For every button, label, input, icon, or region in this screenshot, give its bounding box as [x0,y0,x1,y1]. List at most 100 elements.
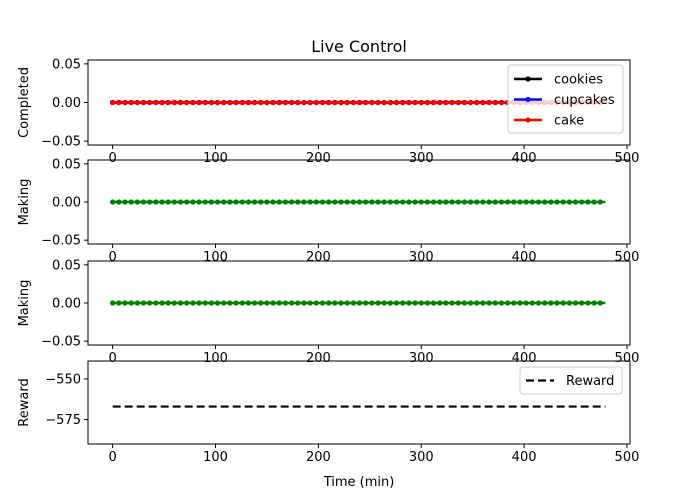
data-point [443,99,449,106]
y-tick-label: −575 [45,413,81,428]
x-tick-label: 400 [512,450,537,465]
data-point [245,199,252,205]
y-tick-label: −0.05 [41,234,81,249]
y-axis-label: Completed [17,67,32,138]
legend-box [507,64,624,134]
x-tick-label: 200 [306,250,331,265]
data-point [535,300,542,306]
data-point [468,300,474,306]
data-point [492,199,498,205]
data-point [449,300,455,306]
data-point [159,99,165,106]
data-point [122,300,128,306]
data-point [369,300,375,306]
data-point [468,199,474,205]
axes-frame [87,360,631,445]
data-point [406,199,412,205]
y-axis-label: Reward [17,378,32,426]
data-point [455,99,461,106]
legend-label-reward: Reward [566,374,614,389]
data-point [480,99,486,106]
data-point [498,99,505,106]
data-point [350,300,356,306]
data-point [307,300,313,306]
data-point [400,99,406,106]
data-point [542,199,548,205]
legend: Reward [519,366,623,395]
data-point [251,300,258,306]
data-point [363,99,369,106]
data-point [295,199,301,205]
data-point [159,199,165,205]
data-point [591,199,597,205]
data-point [202,99,208,106]
data-point [282,99,289,106]
data-point [406,99,412,106]
data-point [437,99,443,106]
data-point [591,300,597,306]
data-point [498,199,505,205]
x-tick-label: 500 [615,250,640,265]
data-point [270,99,276,106]
data-point [184,99,190,106]
data-point [566,300,572,306]
data-point [585,300,591,306]
data-point [276,199,282,205]
data-point [196,99,202,106]
data-point [190,300,196,306]
data-point [221,300,227,306]
data-point [214,300,221,306]
data-point [424,199,431,205]
data-point [418,300,424,306]
data-point [258,199,264,205]
data-point [449,99,455,106]
data-point [554,199,560,205]
data-point [208,99,214,106]
x-tick-label: 500 [615,450,640,465]
data-point [443,199,449,205]
data-point [437,300,443,306]
data-point [381,199,387,205]
data-point [523,300,529,306]
data-point [110,199,116,205]
data-point [165,300,171,306]
x-tick-label: 400 [512,351,537,366]
y-axis-label: Making [17,280,32,327]
x-tick-label: 0 [108,151,116,166]
x-tick-label: 0 [108,351,116,366]
data-point [474,199,480,205]
data-point [560,300,566,306]
data-point [332,300,338,306]
data-point [474,99,480,106]
data-point [319,199,326,205]
legend-marker-cookies [525,76,531,82]
data-point [548,199,554,205]
data-point [307,99,313,106]
data-point [554,300,560,306]
data-point [356,300,363,306]
data-point [264,199,270,205]
data-point [134,99,140,106]
data-point [313,300,319,306]
data-point [480,300,486,306]
data-point [585,199,591,205]
data-point [412,99,418,106]
y-tick-label: 0.05 [52,57,81,72]
data-point [295,300,301,306]
data-point [165,99,171,106]
legend-label-cupcakes: cupcakes [554,93,615,108]
data-point [190,99,196,106]
data-point [424,99,431,106]
data-point [363,199,369,205]
data-point [461,199,468,205]
data-point [406,300,412,306]
data-point [480,199,486,205]
data-point [505,300,511,306]
data-point [116,199,122,205]
x-tick-label: 200 [306,450,331,465]
data-point [486,99,492,106]
data-point [412,199,418,205]
data-point [190,199,196,205]
data-point [289,300,295,306]
x-tick-label: 500 [615,351,640,366]
